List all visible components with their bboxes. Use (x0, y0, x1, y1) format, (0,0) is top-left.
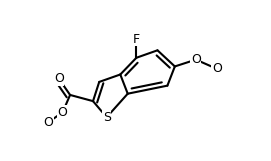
Text: S: S (103, 111, 111, 124)
Text: O: O (58, 106, 67, 119)
Text: O: O (54, 72, 64, 85)
Text: O: O (191, 53, 201, 66)
Text: F: F (133, 33, 140, 46)
Text: O: O (212, 62, 222, 75)
Text: O: O (43, 116, 53, 129)
